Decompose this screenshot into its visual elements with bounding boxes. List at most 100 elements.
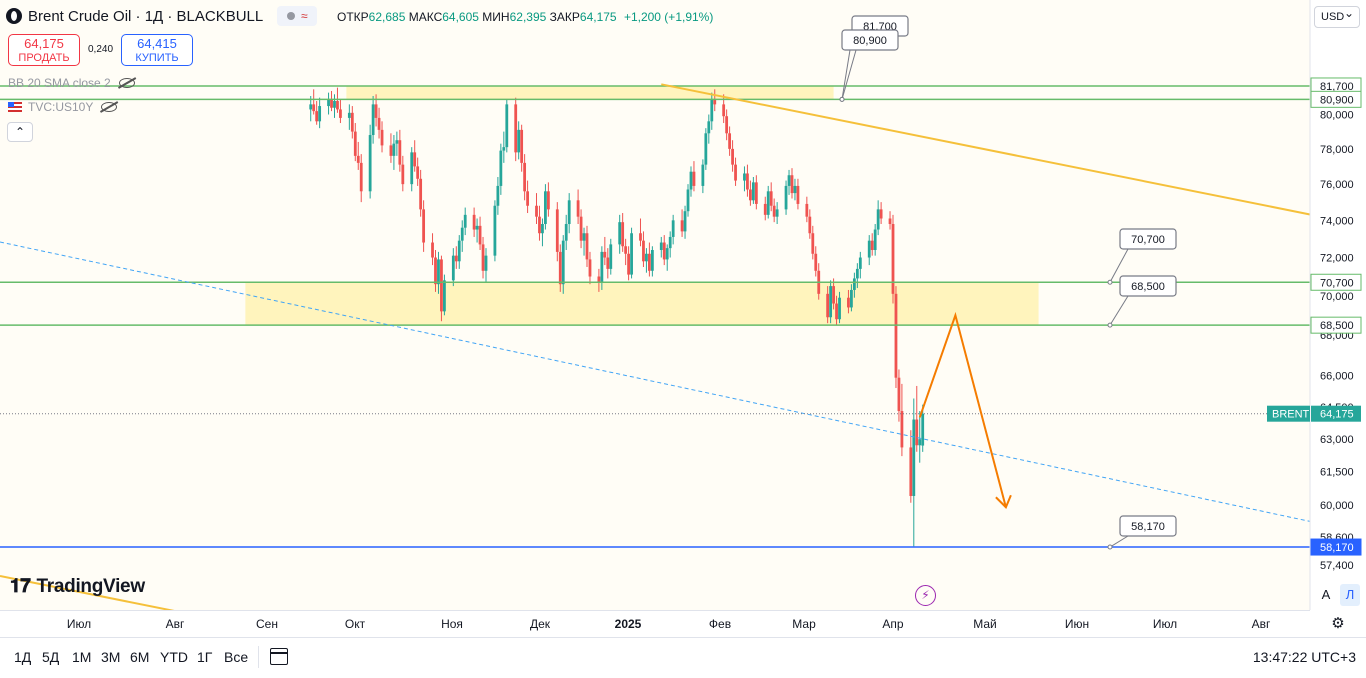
- x-tick-label: Июл: [66, 617, 92, 631]
- clock[interactable]: 13:47:22 UTC+3: [1252, 649, 1356, 665]
- candle: [315, 101, 319, 125]
- candle: [796, 178, 800, 210]
- candle-body: [701, 164, 705, 186]
- price-note-callout: 58,170: [1107, 515, 1177, 550]
- callout-leader: [841, 49, 851, 100]
- x-tick-label: Сен: [256, 617, 278, 631]
- range-1y-button[interactable]: 1Г: [197, 649, 213, 665]
- forecast-path: [918, 311, 1007, 508]
- y-tick-label: 60,000: [1320, 500, 1354, 512]
- callout-box: [1119, 515, 1177, 537]
- candle-body: [431, 242, 434, 258]
- symbol-header[interactable]: Brent Crude Oil · 1Д · BLACKBULL ≈: [6, 6, 318, 26]
- range-3m-button[interactable]: 3М: [101, 649, 121, 665]
- candle-body: [535, 205, 538, 217]
- candle: [463, 207, 467, 236]
- range-5d-button[interactable]: 5Д: [42, 649, 60, 665]
- sell-button[interactable]: 64,175 ПРОДАТЬ: [8, 34, 80, 66]
- time-axis[interactable]: Июл Авг Сен Окт Ноя Дек 2025 Фев Мар Апр…: [0, 610, 1310, 636]
- candle: [808, 209, 812, 239]
- callout-leader: [1109, 295, 1129, 326]
- candle: [309, 95, 313, 122]
- dashed-trendline: [0, 241, 1311, 522]
- auto-scale-button[interactable]: A: [1321, 587, 1331, 602]
- indicator-us10y[interactable]: TVC:US10Y: [8, 100, 118, 114]
- candle: [855, 263, 859, 289]
- range-ytd-button[interactable]: YTD: [160, 649, 188, 665]
- callout-anchor: [839, 96, 845, 102]
- candle: [680, 209, 684, 237]
- candle: [585, 225, 589, 267]
- candle: [686, 184, 690, 217]
- last-price-badge: [1311, 405, 1361, 422]
- buy-label: КУПИТЬ: [135, 52, 179, 64]
- currency-select[interactable]: USD: [1314, 3, 1360, 28]
- candle-body: [380, 129, 384, 146]
- high-value: 64,605: [442, 10, 479, 24]
- candle-body: [350, 112, 354, 132]
- candle: [502, 131, 506, 163]
- candle: [413, 140, 417, 172]
- buy-button[interactable]: 64,415 КУПИТЬ: [121, 34, 193, 66]
- candle: [879, 202, 883, 225]
- candle-body: [829, 286, 833, 318]
- eye-hidden-icon[interactable]: [118, 78, 135, 88]
- candle-body: [689, 171, 693, 190]
- candle-body: [921, 413, 925, 446]
- candle: [912, 398, 916, 547]
- calendar-go-to-date-icon[interactable]: [270, 648, 288, 665]
- candle-body: [650, 250, 654, 271]
- candle-body: [514, 104, 518, 153]
- range-all-button[interactable]: Все: [224, 649, 249, 665]
- toolbar-divider: [258, 646, 259, 668]
- candle: [499, 143, 503, 195]
- log-scale-button[interactable]: Л: [1340, 584, 1360, 606]
- level-axis-badge: [1310, 538, 1362, 556]
- candle-body: [722, 104, 726, 117]
- candle: [835, 295, 838, 326]
- candle-body: [686, 189, 690, 212]
- indicator-bb[interactable]: BB 20 SMA close 2: [8, 76, 135, 90]
- candle: [576, 189, 580, 225]
- range-1m-button[interactable]: 1М: [72, 649, 92, 665]
- candle-body: [413, 152, 417, 167]
- candle: [826, 286, 830, 324]
- range-1d-button[interactable]: 1Д: [14, 649, 32, 665]
- tradingview-logo[interactable]: 𝟏𝟕 TradingView: [10, 576, 145, 598]
- symbol-title[interactable]: Brent Crude Oil · 1Д · BLACKBULL: [28, 7, 264, 25]
- candle-body: [496, 185, 500, 206]
- candle: [746, 164, 749, 197]
- candle-body: [775, 209, 779, 217]
- candle: [457, 235, 461, 269]
- candle: [766, 185, 770, 219]
- candle-body: [734, 164, 737, 181]
- eye-hidden-icon[interactable]: [101, 102, 118, 112]
- callout-label: 80,900: [853, 35, 887, 47]
- y-tick-label: 74,000: [1320, 215, 1354, 227]
- candle: [523, 154, 527, 201]
- callout-leader: [1109, 535, 1129, 548]
- candle: [555, 202, 559, 262]
- resistance-trendline: [661, 83, 1311, 216]
- candle-body: [609, 244, 613, 269]
- candle-body: [330, 99, 333, 108]
- candle-body: [505, 104, 509, 148]
- candle-body: [588, 259, 592, 277]
- lightning-event-icon[interactable]: ⚡: [915, 585, 936, 606]
- candle: [873, 224, 877, 256]
- candle-body: [538, 216, 541, 234]
- x-tick-label: Дек: [529, 617, 551, 631]
- candle: [609, 238, 613, 275]
- candle: [561, 235, 565, 294]
- settings-gear-icon[interactable]: ⚙: [1331, 615, 1345, 632]
- candle-body: [582, 233, 586, 241]
- candle: [333, 94, 336, 118]
- y-tick-label: 57,400: [1320, 560, 1354, 572]
- candle: [395, 131, 399, 156]
- candle-body: [520, 129, 524, 163]
- candle: [330, 90, 333, 112]
- range-6m-button[interactable]: 6М: [130, 649, 150, 665]
- collapse-legend-button[interactable]: ⌃: [7, 122, 33, 142]
- favorite-toggle[interactable]: ≈: [277, 6, 318, 26]
